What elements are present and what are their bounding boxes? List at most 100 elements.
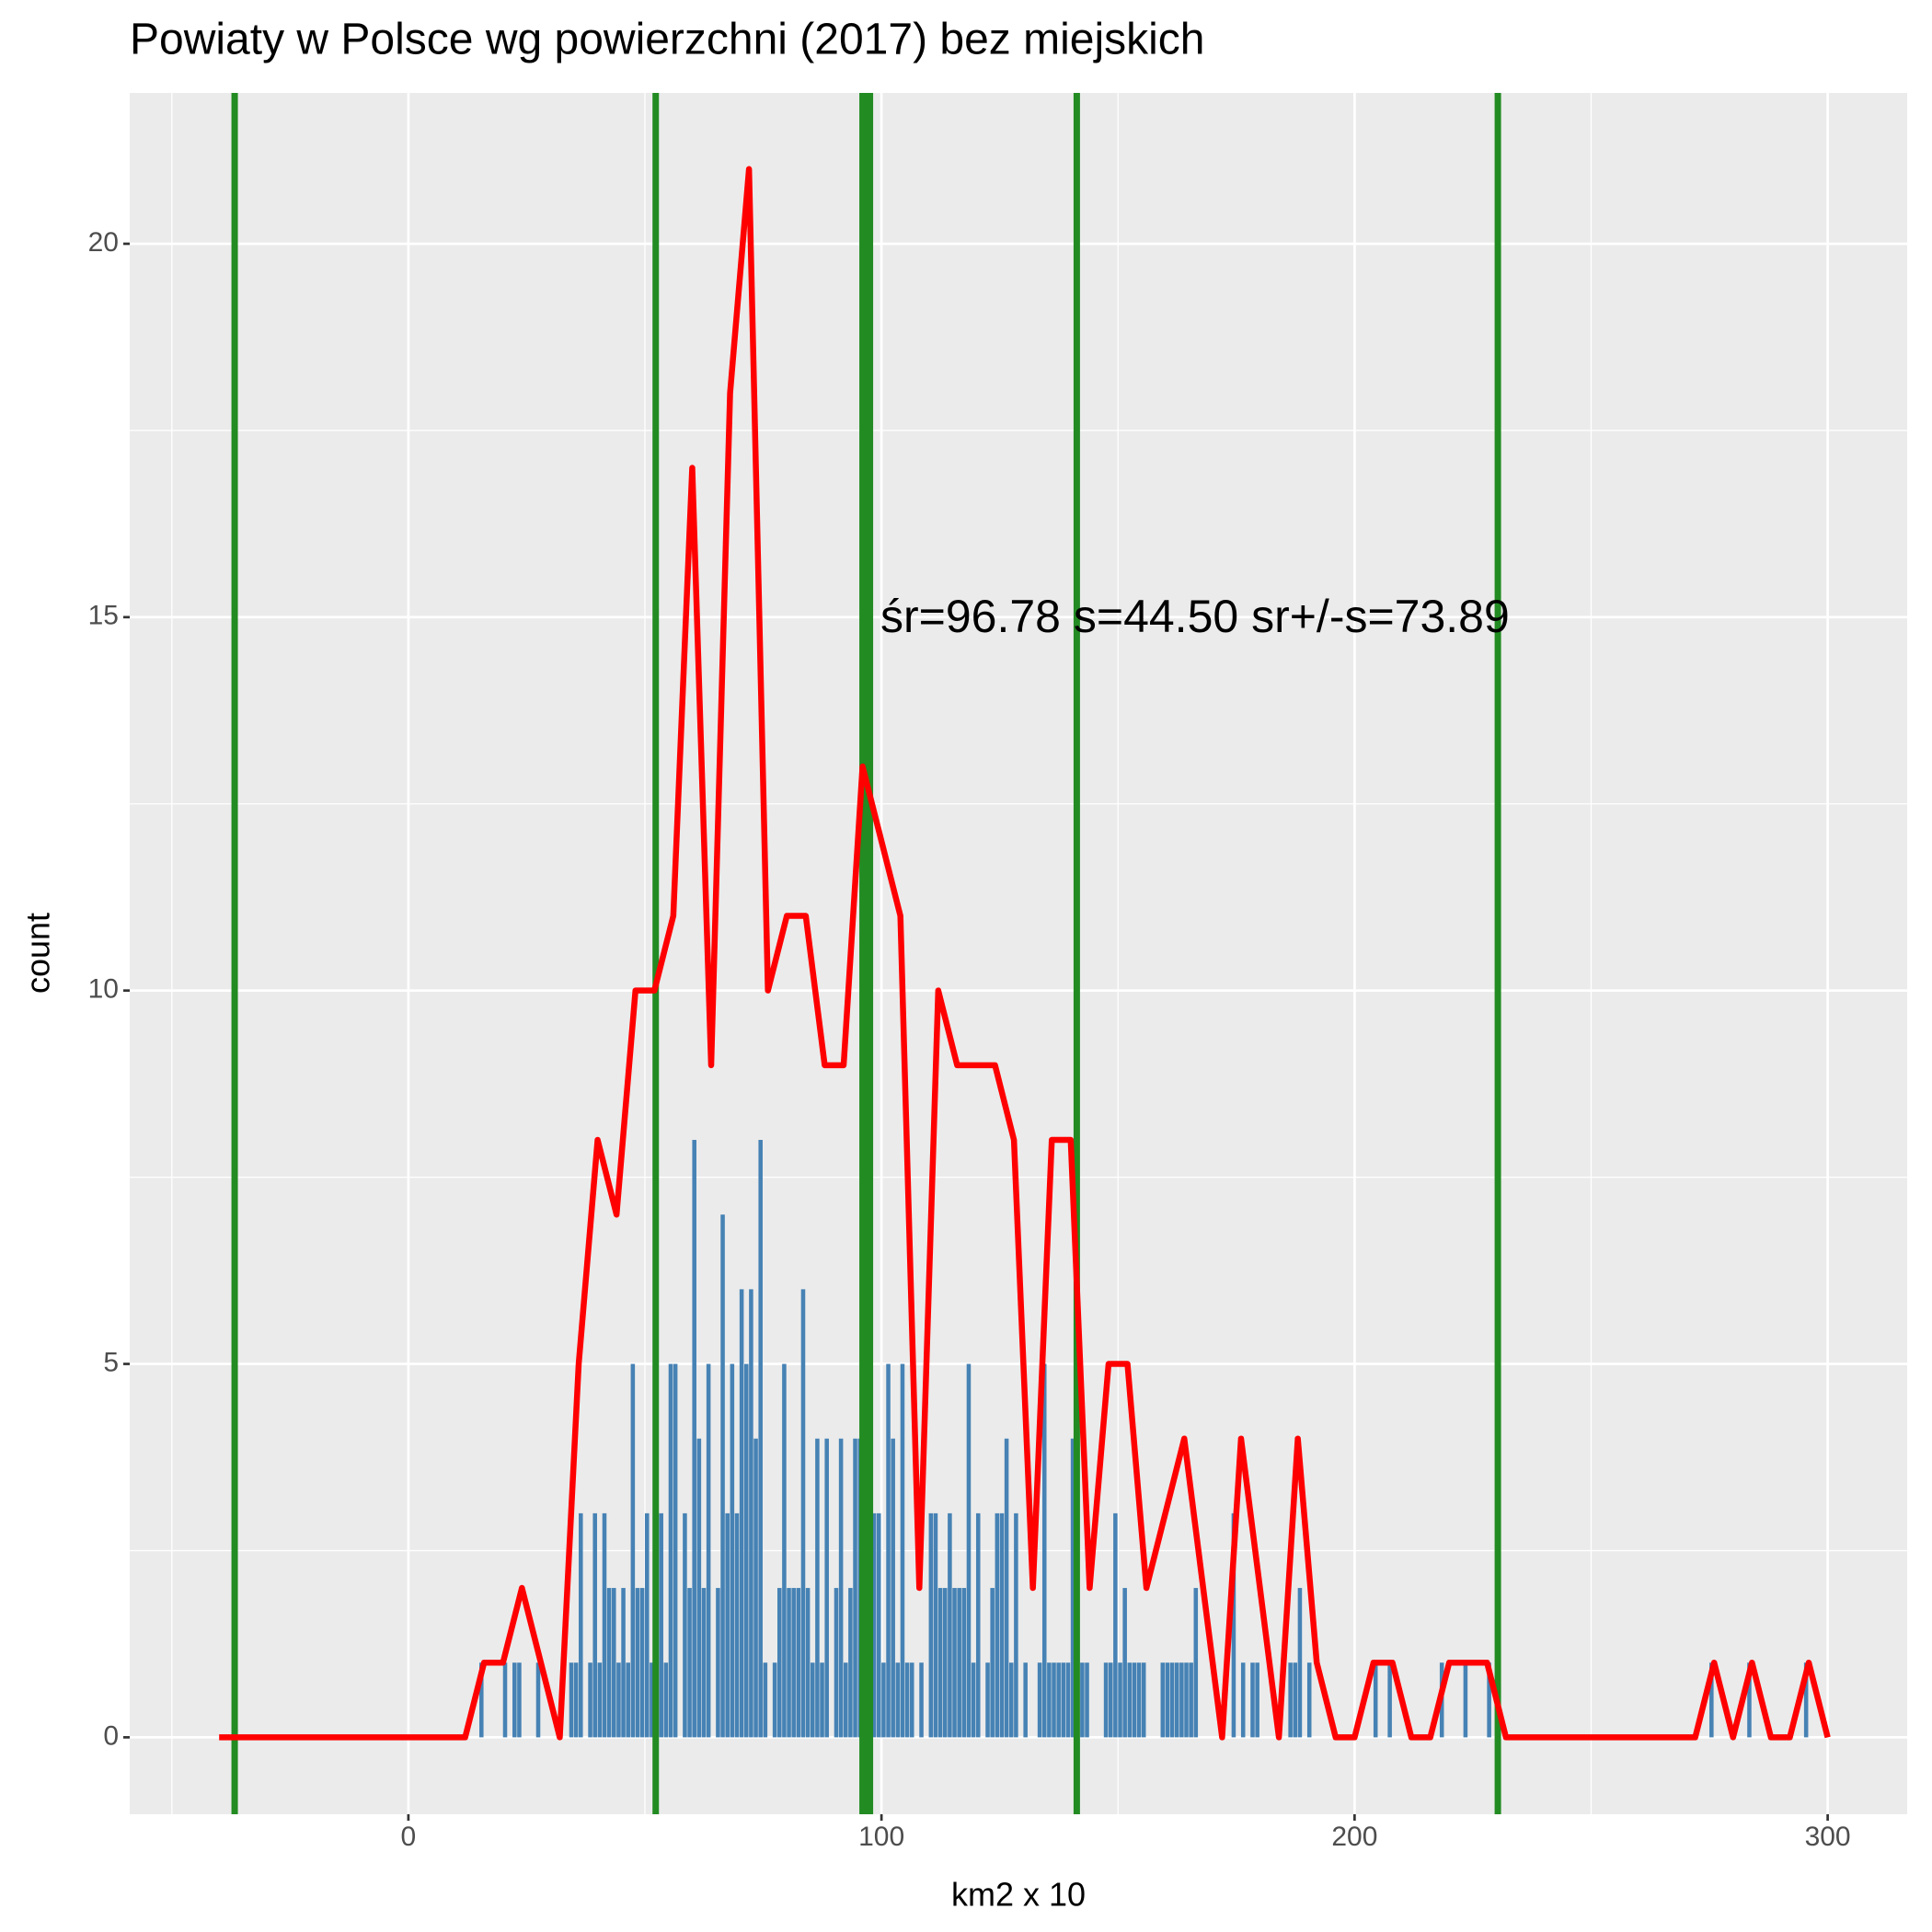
bar [995, 1512, 1000, 1738]
bar [871, 1512, 877, 1738]
bar [701, 1588, 707, 1738]
bar [966, 1363, 972, 1738]
bar [1127, 1662, 1133, 1738]
panel [130, 93, 1907, 1814]
bar [1136, 1662, 1142, 1738]
bar [999, 1512, 1005, 1738]
bar [616, 1662, 621, 1738]
bar [758, 1140, 763, 1738]
bar [886, 1363, 891, 1738]
bar [961, 1588, 967, 1738]
bar [810, 1662, 815, 1738]
bar [512, 1662, 517, 1738]
bar [853, 1438, 857, 1738]
bar [725, 1512, 730, 1738]
bar [1037, 1662, 1042, 1738]
bar [1065, 1662, 1071, 1738]
bar [1008, 1662, 1014, 1738]
bar [772, 1662, 777, 1738]
bar [1288, 1662, 1293, 1738]
bar [663, 1662, 669, 1738]
bar [876, 1512, 881, 1738]
bar [706, 1363, 711, 1738]
bar [1023, 1662, 1028, 1738]
bar [579, 1512, 583, 1738]
bar [1193, 1588, 1199, 1738]
bar [517, 1662, 522, 1738]
bar [716, 1588, 720, 1738]
bar [1052, 1662, 1056, 1738]
bar [1487, 1662, 1491, 1738]
bar [1293, 1662, 1298, 1738]
bar [1014, 1512, 1018, 1738]
bar [573, 1662, 579, 1738]
y-tick-label: 15 [88, 601, 119, 631]
bar [612, 1588, 616, 1738]
y-axis-title: count [19, 913, 57, 994]
bar [815, 1438, 820, 1738]
bar [881, 1662, 886, 1738]
bar [1231, 1512, 1236, 1738]
bar [1070, 1438, 1075, 1738]
y-tick-label: 10 [88, 974, 119, 1005]
bar [1169, 1662, 1175, 1738]
y-tick-label: 5 [103, 1347, 119, 1377]
bar [909, 1662, 914, 1738]
bar [535, 1662, 541, 1738]
bar [985, 1662, 990, 1738]
bar [1004, 1438, 1009, 1738]
bar [1747, 1662, 1752, 1738]
bar [1297, 1588, 1303, 1738]
bar [904, 1662, 910, 1738]
bar [734, 1512, 740, 1738]
y-tick-label: 20 [88, 227, 119, 258]
bar [1118, 1662, 1122, 1738]
bar [957, 1588, 961, 1738]
bar [592, 1512, 597, 1738]
bar [1141, 1662, 1146, 1738]
bar [928, 1512, 934, 1738]
bar [975, 1512, 981, 1738]
bar [639, 1588, 645, 1738]
bar [650, 1662, 654, 1738]
bar [569, 1662, 574, 1738]
bar [838, 1438, 844, 1738]
bar [1108, 1662, 1113, 1738]
bar [1047, 1662, 1052, 1738]
bar [1174, 1662, 1179, 1738]
bar [1255, 1662, 1259, 1738]
bar [1056, 1662, 1061, 1738]
bar [1061, 1662, 1066, 1738]
bar [479, 1662, 484, 1738]
bar [891, 1438, 895, 1738]
bar [673, 1363, 678, 1738]
bar [606, 1588, 612, 1738]
bar [843, 1662, 848, 1738]
bar [1080, 1662, 1085, 1738]
bar [805, 1588, 811, 1738]
bar [696, 1438, 702, 1738]
bar [687, 1588, 692, 1738]
annotation: śr=96.78 s=44.50 sr+/-s=73.89 [880, 591, 1510, 642]
bar [1160, 1662, 1166, 1738]
bar [763, 1662, 768, 1738]
bar [602, 1512, 607, 1738]
bar [952, 1588, 957, 1738]
bar [743, 1363, 749, 1738]
bar [1803, 1662, 1809, 1738]
bar [834, 1588, 839, 1738]
bar [1463, 1662, 1468, 1738]
bar [645, 1512, 650, 1738]
bar [919, 1662, 924, 1738]
x-tick-label: 0 [401, 1822, 417, 1852]
bar [1179, 1662, 1184, 1738]
bar [1132, 1662, 1137, 1738]
bar [942, 1588, 948, 1738]
bar [933, 1512, 938, 1738]
y-tick-label: 0 [103, 1720, 119, 1751]
bar [1373, 1662, 1378, 1738]
bar [588, 1662, 592, 1738]
bar [749, 1289, 753, 1738]
bar [782, 1363, 787, 1738]
